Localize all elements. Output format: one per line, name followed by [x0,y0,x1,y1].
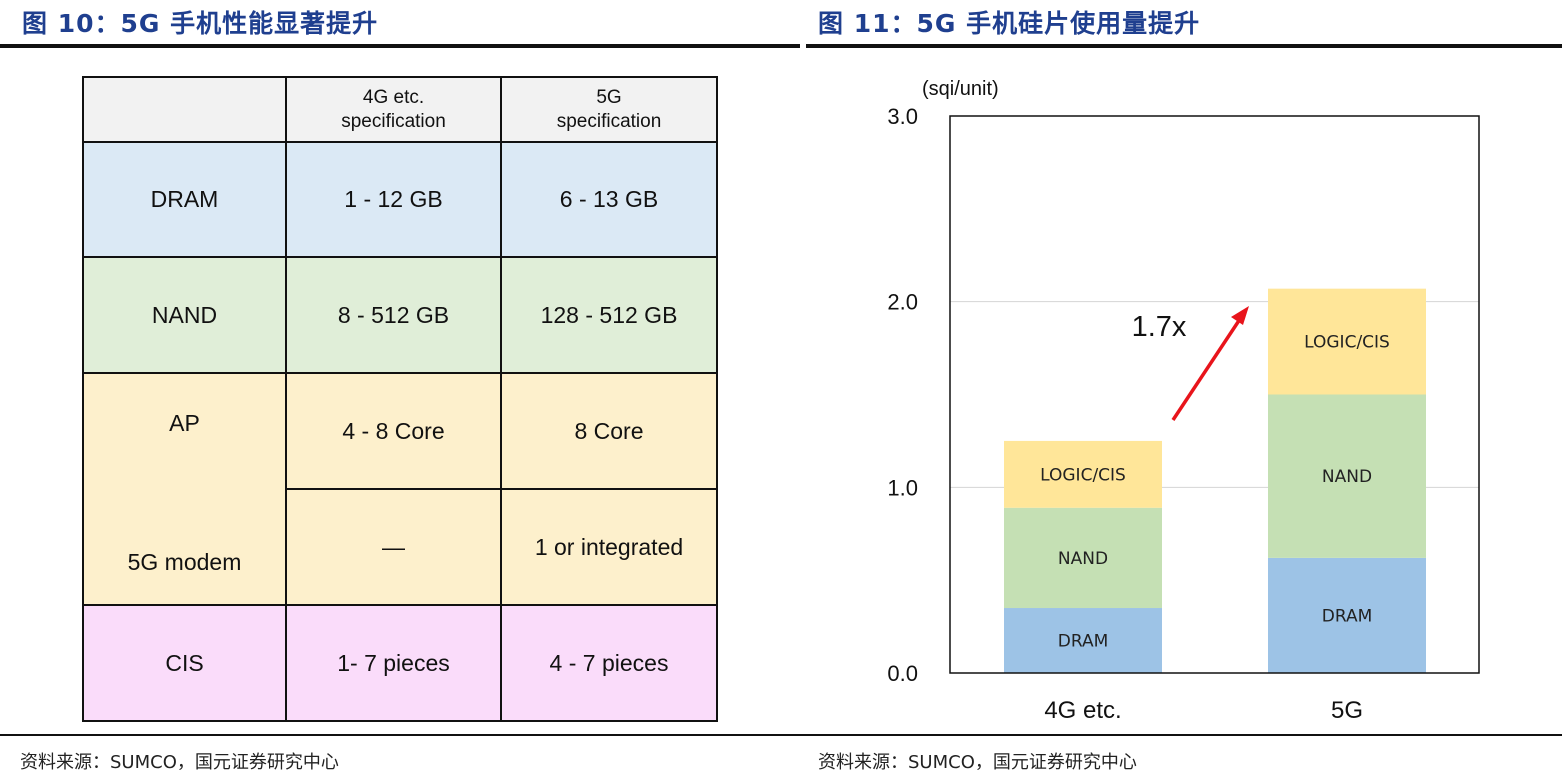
growth-arrow [1171,306,1249,421]
bar-segment-logic-cis [1268,288,1426,395]
x-tick-label: 5G [1331,697,1363,724]
header-5g-line2: specification [556,110,662,132]
bar-segment-label: LOGIC/CIS [1304,333,1390,353]
cell-ap-4g: 4 - 8 Core [285,372,502,490]
bar-segment-label: LOGIC/CIS [1040,465,1126,485]
y-axis-unit-label: (sqi/unit) [922,78,999,100]
right-source-note: 资料来源：SUMCO，国元证券研究中心 [818,752,1137,773]
spec-comparison-table: 4G etc. specification 5G specification D… [82,76,718,722]
cell-cis-5g: 4 - 7 pieces [500,604,718,722]
right-title-rule [806,44,1562,48]
bar-segment-nand [1004,507,1162,609]
growth-arrow-line [1171,315,1244,421]
table-row-ap: AP 5G modem 4 - 8 Core 8 Core [82,372,718,606]
table-row-nand: NAND 8 - 512 GB 128 - 512 GB [82,256,718,374]
bar-segment-label: NAND [1058,549,1108,569]
table-row-cis: CIS 1- 7 pieces 4 - 7 pieces [82,604,718,722]
y-tick-label: 3.0 [887,104,918,129]
bar-segment-dram [1268,557,1426,673]
header-5g-line1: 5G [596,86,622,108]
cell-dram-5g: 6 - 13 GB [500,141,718,258]
header-4g-line1: 4G etc. [362,86,425,108]
cell-cis-4g: 1- 7 pieces [285,604,502,722]
table-corner-cell [82,76,287,143]
plot-area-frame [949,115,1480,674]
table-header-4g: 4G etc. specification [285,76,502,143]
row-label-ap-modem: AP 5G modem [82,372,287,606]
row-label-nand: NAND [82,256,287,374]
bar-segment-label: DRAM [1058,632,1109,652]
table-header-5g: 5G specification [500,76,718,143]
cell-dram-4g: 1 - 12 GB [285,141,502,258]
bar-segment-nand [1268,394,1426,558]
x-axis-ticks: 4G etc. 5G [1044,697,1363,724]
cell-nand-5g: 128 - 512 GB [500,256,718,374]
table-row-5g-modem: — 1 or integrated [83,488,718,606]
y-tick-label: 1.0 [887,475,918,500]
silicon-usage-stacked-bar-chart: (sqi/unit) DRAM NAND LOGIC/CIS DRAM NAND LOGI… [887,78,1480,724]
bar-segment-label: DRAM [1322,606,1373,626]
row-label-cis: CIS [82,604,287,722]
y-tick-label: 2.0 [887,290,918,315]
x-tick-label: 4G etc. [1044,697,1121,724]
growth-annotation: 1.7x [1132,311,1187,343]
growth-arrow-head [1231,306,1249,325]
bar-segment-dram [1004,608,1162,673]
row-label-5g-modem: 5G modem [127,549,242,575]
left-figure-title: 图 10：5G 手机性能显著提升 [22,9,379,38]
table-row-dram: DRAM 1 - 12 GB 6 - 13 GB [82,141,718,258]
header-4g-line2: specification [341,110,446,132]
cell-modem-5g: 1 or integrated [500,488,718,606]
chart-bars: DRAM NAND LOGIC/CIS DRAM NAND LOGIC/CIS [1004,288,1426,673]
row-label-dram: DRAM [82,141,287,258]
y-tick-label: 0.0 [887,661,918,686]
cell-nand-4g: 8 - 512 GB [285,256,502,374]
left-source-note: 资料来源：SUMCO，国元证券研究中心 [20,752,339,773]
bar-segment-logic-cis [1004,440,1162,508]
row-label-ap: AP [169,410,200,436]
bottom-rule [0,734,1562,736]
left-title-rule [0,44,800,48]
y-axis-ticks: 0.0 1.0 2.0 3.0 [887,104,918,686]
bar-segment-label: NAND [1322,467,1372,487]
cell-modem-4g: — [285,488,502,606]
table-header-row: 4G etc. specification 5G specification [82,76,718,143]
cell-ap-5g: 8 Core [500,372,718,490]
right-figure-title: 图 11：5G 手机硅片使用量提升 [818,9,1201,38]
